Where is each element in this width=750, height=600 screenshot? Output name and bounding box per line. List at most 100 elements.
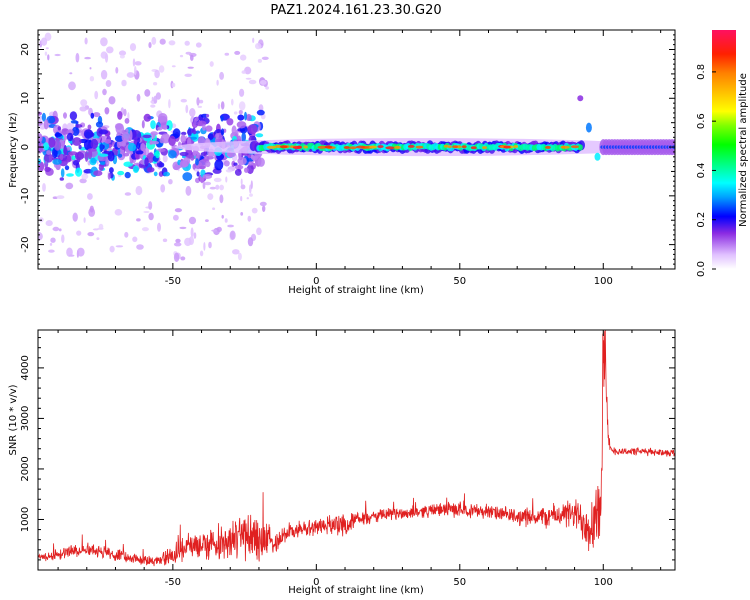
heatmap-blob: [246, 114, 252, 121]
heatmap-blob: [135, 150, 144, 155]
heatmap-blob: [223, 160, 230, 167]
heatmap-speckle: [219, 194, 224, 204]
heatmap-blob: [247, 161, 254, 166]
heatmap-blob: [46, 150, 52, 155]
heatmap-blob: [136, 141, 140, 150]
heatmap-band-peak: [461, 145, 467, 149]
heatmap-blob: [241, 132, 246, 143]
colorbar-tick-label: 0.4: [696, 162, 707, 178]
heatmap-speckle: [79, 106, 87, 112]
heatmap-speckle: [84, 56, 91, 60]
heatmap-speckle: [115, 245, 124, 248]
heatmap-blob: [159, 137, 165, 144]
heatmap-blob: [220, 115, 224, 122]
heatmap-blob: [43, 153, 54, 163]
heatmap-blob: [38, 111, 42, 116]
heatmap-speckle: [233, 111, 238, 115]
heatmap-blob: [150, 131, 159, 136]
heatmap-speckle: [79, 178, 87, 184]
colorbar: 0.0 0.2 0.4 0.6 0.8 Normalized spectral ampl…: [696, 30, 749, 277]
heatmap-speckle: [240, 54, 247, 61]
heatmap-blob: [585, 122, 592, 133]
heatmap-blob: [84, 151, 89, 162]
heatmap-speckle: [179, 54, 184, 58]
heatmap-speckle: [216, 79, 219, 86]
snr-x-ticks: -50 0 50 100: [57, 330, 662, 588]
heatmap-blob: [246, 164, 254, 175]
heatmap-y-tick-label: 20: [20, 43, 31, 56]
heatmap-speckle: [100, 51, 108, 59]
heatmap-speckle: [240, 196, 243, 202]
heatmap-blob: [92, 112, 101, 118]
heatmap-blob: [59, 153, 64, 161]
heatmap-speckle: [239, 88, 245, 97]
heatmap-blob: [237, 114, 245, 121]
heatmap-blob: [98, 153, 109, 157]
heatmap-blob: [192, 130, 197, 135]
colorbar-tick-label: 0.8: [696, 64, 707, 80]
heatmap-x-ticks: -50 0 50 100: [57, 30, 662, 287]
snr-x-tick-label: 100: [594, 577, 613, 588]
heatmap-blob: [234, 168, 242, 176]
heatmap-speckle: [190, 54, 194, 61]
heatmap-speckle: [75, 52, 80, 63]
heatmap-blob: [83, 129, 94, 139]
heatmap-speckle: [193, 232, 197, 239]
heatmap-speckle: [168, 99, 171, 109]
heatmap-speckle: [247, 215, 252, 222]
snr-series-line: [38, 330, 675, 567]
heatmap-speckle: [241, 70, 247, 74]
heatmap-speckle: [209, 186, 217, 190]
snr-x-tick-label: -50: [165, 577, 181, 588]
heatmap-speckle: [48, 249, 55, 253]
snr-frame: [37, 329, 676, 571]
heatmap-speckle: [204, 181, 212, 186]
heatmap-speckle: [168, 40, 176, 46]
heatmap-speckle: [231, 98, 234, 106]
heatmap-speckle: [106, 46, 114, 54]
heatmap-speckle: [229, 230, 236, 240]
heatmap-x-tick-label: 50: [453, 276, 466, 287]
heatmap-speckle: [215, 184, 220, 190]
heatmap-speckle: [54, 53, 61, 57]
heatmap-speckle: [132, 58, 136, 67]
heatmap-blob: [173, 165, 181, 171]
heatmap-speckle: [132, 236, 138, 243]
heatmap-ylabel: Frequency (Hz): [8, 112, 19, 188]
heatmap-speckle: [83, 217, 86, 223]
colorbar-tick-label: 0.2: [696, 212, 707, 228]
heatmap-y-tick-label: 10: [20, 92, 31, 105]
heatmap-speckle: [211, 229, 218, 232]
heatmap-panel: -50 0 50 100 -20 -10 0 10 20 Height of straight…: [8, 29, 676, 296]
heatmap-blob: [127, 142, 137, 152]
heatmap-blob: [195, 158, 199, 166]
heatmap-blob: [157, 126, 163, 131]
heatmap-blob: [95, 121, 104, 128]
heatmap-speckle: [89, 76, 95, 82]
heatmap-blob: [190, 136, 197, 140]
heatmap-blob: [90, 138, 99, 149]
heatmap-speckle: [94, 90, 99, 100]
heatmap-speckle: [98, 223, 104, 230]
heatmap-speckle: [108, 96, 116, 105]
heatmap-blob: [66, 173, 74, 177]
heatmap-blob: [150, 140, 159, 145]
heatmap-band-peak: [447, 145, 452, 149]
heatmap-blob: [168, 150, 177, 159]
heatmap-speckle: [109, 245, 115, 253]
heatmap-blob: [214, 159, 224, 171]
heatmap-speckle: [162, 154, 168, 163]
heatmap-blob: [122, 152, 130, 157]
heatmap-speckle: [190, 227, 194, 238]
heatmap-speckle: [240, 178, 243, 186]
heatmap-blob: [220, 128, 225, 136]
snr-y-tick-label: 3000: [20, 406, 31, 431]
heatmap-speckle: [184, 237, 192, 247]
heatmap-speckle: [136, 218, 141, 222]
heatmap-speckle: [44, 51, 48, 56]
heatmap-speckle: [141, 227, 149, 232]
heatmap-blob: [70, 120, 78, 124]
heatmap-speckle: [153, 82, 158, 86]
heatmap-speckle: [89, 67, 92, 70]
heatmap-band-core: [577, 144, 583, 151]
